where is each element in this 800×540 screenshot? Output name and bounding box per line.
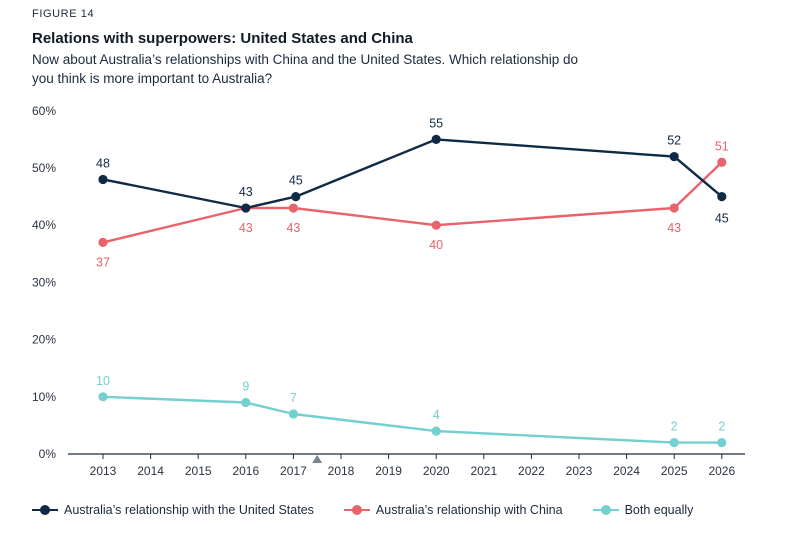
x-tick-label: 2022 [518, 464, 545, 478]
data-label-both: 10 [96, 374, 110, 388]
data-label-us: 55 [429, 116, 443, 130]
data-label-both: 9 [242, 380, 249, 394]
x-tick-label: 2014 [137, 464, 164, 478]
legend-label: Australia’s relationship with the United… [64, 503, 314, 517]
y-tick-label: 60% [32, 104, 56, 118]
x-tick-label: 2018 [328, 464, 355, 478]
data-labels: 10 9 7 4 2 2 37 43 43 40 43 51 48 43 45 55 52 45 [96, 116, 729, 433]
chart-subtitle: Now about Australia’s relationships with… [32, 52, 579, 86]
y-tick-label: 20% [32, 333, 56, 347]
y-tick-label: 50% [32, 161, 56, 175]
data-point-both [431, 426, 441, 436]
legend-item-both: Both equally [592, 503, 694, 517]
data-label-us: 45 [715, 212, 729, 226]
data-point-us [669, 151, 679, 162]
data-label-china: 51 [715, 139, 729, 153]
x-tick-label: 2013 [90, 464, 117, 478]
data-point-both [669, 437, 679, 448]
data-point-us [291, 192, 301, 202]
series-layer [98, 134, 727, 448]
data-point-china [98, 237, 108, 247]
x-tick-label: 2015 [185, 464, 212, 478]
x-tick-label: 2020 [423, 464, 450, 478]
series-line-china [102, 161, 723, 244]
data-label-both: 2 [671, 420, 678, 434]
series-line-both [102, 395, 722, 444]
data-label-both: 7 [290, 391, 297, 405]
data-point-us [241, 203, 251, 213]
data-point-china [288, 203, 298, 213]
legend-item-china: Australia’s relationship with China [343, 503, 563, 517]
data-label-both: 2 [718, 420, 725, 434]
data-label-china: 43 [286, 221, 300, 235]
x-tick-label: 2026 [708, 464, 735, 478]
figure-label: FIGURE 14 [32, 8, 95, 20]
data-label-china: 43 [239, 221, 253, 235]
series-line-us [102, 138, 723, 210]
x-tick-label: 2016 [232, 464, 259, 478]
data-point-china [717, 157, 727, 167]
y-axis: 0% 10% 20% 30% 40% 50% 60% [32, 104, 56, 461]
legend-swatch-both [592, 504, 619, 516]
y-tick-label: 40% [32, 218, 56, 232]
data-label-us: 45 [289, 174, 303, 188]
data-label-us: 43 [239, 185, 253, 199]
legend-label: Australia’s relationship with China [375, 503, 563, 517]
data-point-both [241, 397, 251, 408]
data-point-both [98, 392, 108, 402]
data-label-china: 37 [96, 255, 110, 269]
legend-swatch-us [32, 504, 58, 516]
legend-item-us: Australia’s relationship with the United… [32, 503, 314, 517]
data-label-us: 48 [96, 156, 110, 170]
data-point-china [669, 203, 679, 213]
y-tick-label: 30% [32, 275, 56, 289]
x-tick-label: 2025 [661, 464, 688, 478]
y-tick-label: 10% [32, 390, 56, 404]
legend-label: Both equally [624, 503, 694, 517]
data-point-both [717, 437, 727, 448]
x-tick-label: 2017 [280, 464, 307, 478]
x-axis: 2013 2014 2015 2016 2017 2018 2019 2020 2021 2022… [68, 453, 745, 478]
legend-swatch-china [343, 504, 370, 516]
y-tick-label: 0% [39, 447, 57, 461]
data-point-us [431, 134, 441, 144]
chart-title: Relations with superpowers: United State… [32, 30, 413, 47]
data-label-china: 43 [667, 221, 681, 235]
x-tick-label: 2023 [566, 464, 593, 478]
x-tick-label: 2021 [470, 464, 497, 478]
data-point-us [98, 174, 108, 185]
data-label-both: 4 [433, 408, 440, 422]
data-label-china: 40 [429, 238, 443, 252]
break-marker [312, 455, 323, 463]
data-label-us: 52 [667, 134, 681, 148]
legend: Australia’s relationship with the United… [32, 503, 723, 517]
data-point-both [288, 409, 298, 419]
x-tick-label: 2019 [375, 464, 402, 478]
data-point-us [717, 192, 727, 202]
data-point-china [431, 220, 441, 230]
x-tick-label: 2024 [613, 464, 640, 478]
